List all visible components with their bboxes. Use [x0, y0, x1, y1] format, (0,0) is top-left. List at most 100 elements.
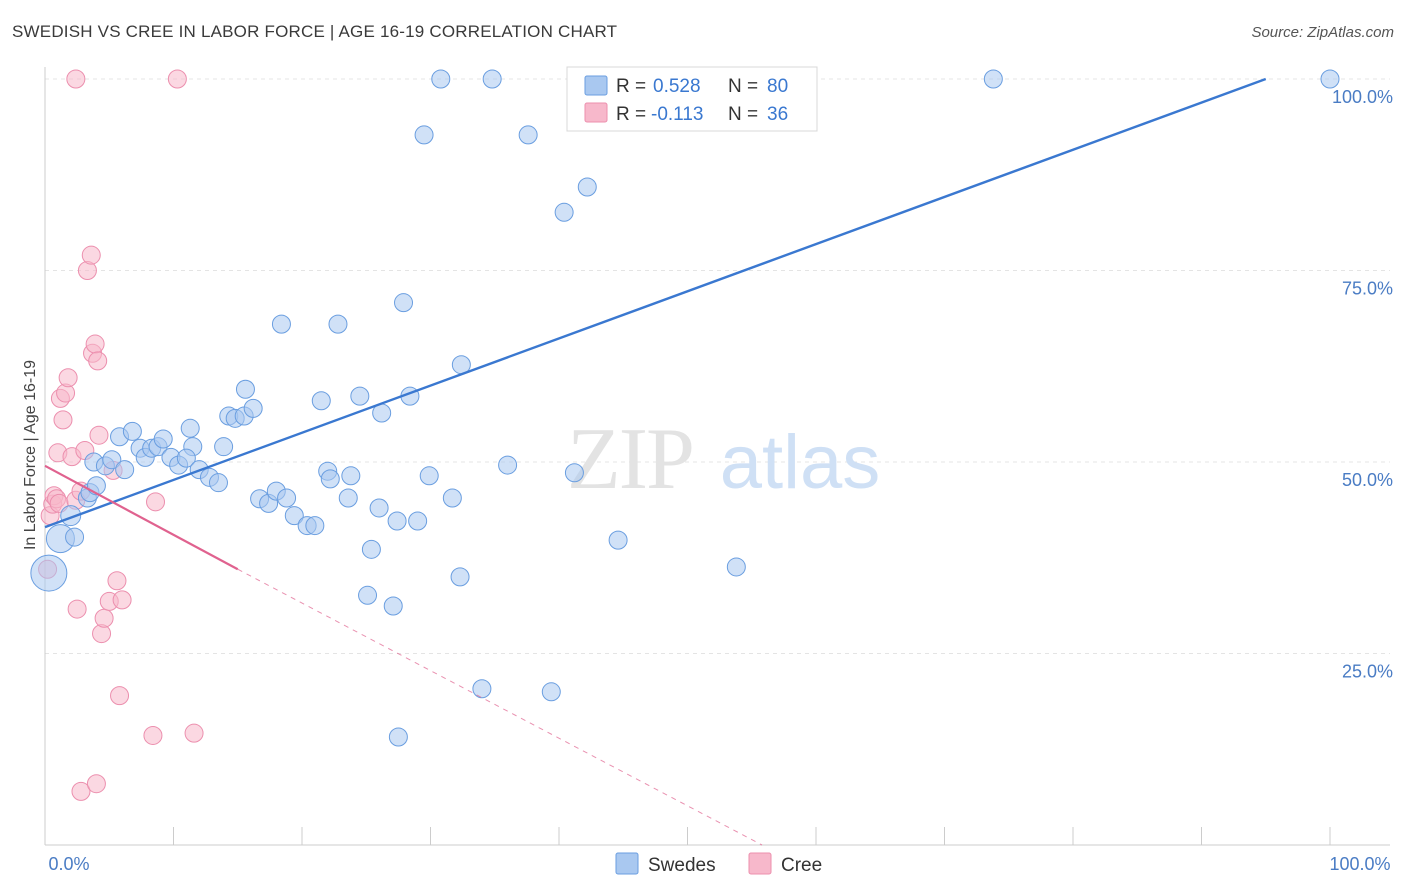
cree-point [146, 492, 166, 512]
chart-title: SWEDISH VS CREE IN LABOR FORCE | AGE 16-… [12, 22, 618, 41]
swedes-points [30, 69, 1340, 747]
swedes-point [383, 596, 403, 616]
series-legend-swatch-swedes [615, 852, 639, 875]
swedes-point [419, 466, 439, 486]
y-tick-label: 100.0% [1332, 87, 1393, 107]
swedes-point [472, 679, 492, 699]
swedes-point [214, 437, 234, 457]
swedes-point [350, 386, 370, 406]
swedes-point [277, 488, 297, 508]
cree-point [86, 774, 106, 794]
legend-r-value-swedes: 0.528 [653, 76, 701, 97]
swedes-point [608, 530, 628, 550]
series-legend-swatch-cree [748, 852, 772, 875]
cree-point [184, 723, 204, 743]
swedes-point [361, 539, 381, 559]
swedes-point [554, 202, 574, 222]
x-tick-label: 0.0% [48, 854, 89, 874]
y-tick-label: 50.0% [1342, 470, 1393, 490]
swedes-point [541, 682, 561, 702]
swedes-point [408, 511, 428, 531]
cree-point [81, 245, 101, 265]
legend-n-value-cree: 36 [767, 104, 788, 125]
swedes-point [235, 379, 255, 399]
swedes-point [102, 450, 122, 470]
swedes-point [394, 293, 414, 313]
swedes-point [482, 69, 502, 89]
y-tick-label: 75.0% [1342, 279, 1393, 299]
swedes-point [153, 429, 173, 449]
y-axis-label: In Labor Force | Age 16-19 [22, 360, 39, 550]
swedes-point [414, 125, 434, 145]
x-tick-label: 100.0% [1329, 854, 1390, 874]
cree-point [110, 686, 130, 706]
swedes-point [369, 498, 389, 518]
watermark-zip: ZIP [567, 411, 693, 508]
swedes-point [122, 421, 142, 441]
cree-point [112, 590, 132, 610]
swedes-point [208, 473, 228, 493]
swedes-point [305, 516, 325, 536]
cree-point [107, 571, 127, 591]
cree-point [67, 599, 87, 619]
trend-lines [44, 77, 1267, 846]
swedes-point [243, 398, 263, 418]
swedes-point [442, 488, 462, 508]
swedes-point [564, 463, 584, 483]
swedes-point [320, 469, 340, 489]
swedes-point [726, 557, 746, 577]
swedes-point [86, 476, 106, 496]
swedes-point [1320, 69, 1340, 89]
swedes-point [271, 314, 291, 334]
gridlines [45, 78, 1390, 654]
swedes-trend-line [44, 77, 1267, 529]
cree-point [53, 410, 73, 430]
cree-point [85, 334, 105, 354]
cree-point [94, 608, 114, 628]
cree-point [71, 781, 91, 801]
swedes-point [311, 391, 331, 411]
cree-trend-line-extension [237, 568, 763, 846]
chart-source: Source: ZipAtlas.com [1251, 24, 1394, 41]
swedes-point [387, 511, 407, 531]
legend-r-value-cree: -0.113 [651, 104, 703, 125]
swedes-point [341, 466, 361, 486]
legend-r-label-cree: R = [616, 104, 646, 125]
swedes-point [358, 585, 378, 605]
axes [44, 67, 1390, 846]
legend-n-label-cree: N = [728, 104, 758, 125]
swedes-point [983, 69, 1003, 89]
series-legend: Swedes Cree [615, 852, 822, 876]
swedes-point [176, 448, 196, 468]
swedes-point [388, 727, 408, 747]
legend-n-value-swedes: 80 [767, 76, 788, 97]
cree-trend-line [44, 464, 239, 571]
swedes-point [180, 418, 200, 438]
series-legend-label-swedes: Swedes [648, 855, 716, 876]
watermark-atlas: atlas [720, 420, 881, 505]
swedes-point [65, 527, 85, 547]
watermark: ZIP atlas [567, 411, 880, 508]
swedes-point [518, 125, 538, 145]
swedes-point [498, 455, 518, 475]
cree-point [89, 425, 109, 445]
swedes-point [338, 488, 358, 508]
cree-point [66, 69, 86, 89]
series-legend-label-cree: Cree [781, 855, 822, 876]
swedes-point [450, 567, 470, 587]
swedes-point [115, 460, 135, 480]
legend-swatch-cree [584, 102, 608, 123]
cree-point [88, 351, 108, 371]
tick-labels: 0.0% 100.0% 25.0% 50.0% 75.0% 100.0% [48, 87, 1393, 874]
swedes-point [30, 554, 68, 592]
stats-legend: R = 0.528 N = 80 R = -0.113 N = 36 [566, 66, 818, 132]
cree-point [143, 725, 163, 745]
legend-r-label-swedes: R = [616, 76, 646, 97]
cree-point [58, 368, 78, 388]
swedes-point [577, 177, 597, 197]
swedes-point [328, 314, 348, 334]
cree-point [167, 69, 187, 89]
swedes-point [431, 69, 451, 89]
legend-swatch-swedes [584, 75, 608, 96]
